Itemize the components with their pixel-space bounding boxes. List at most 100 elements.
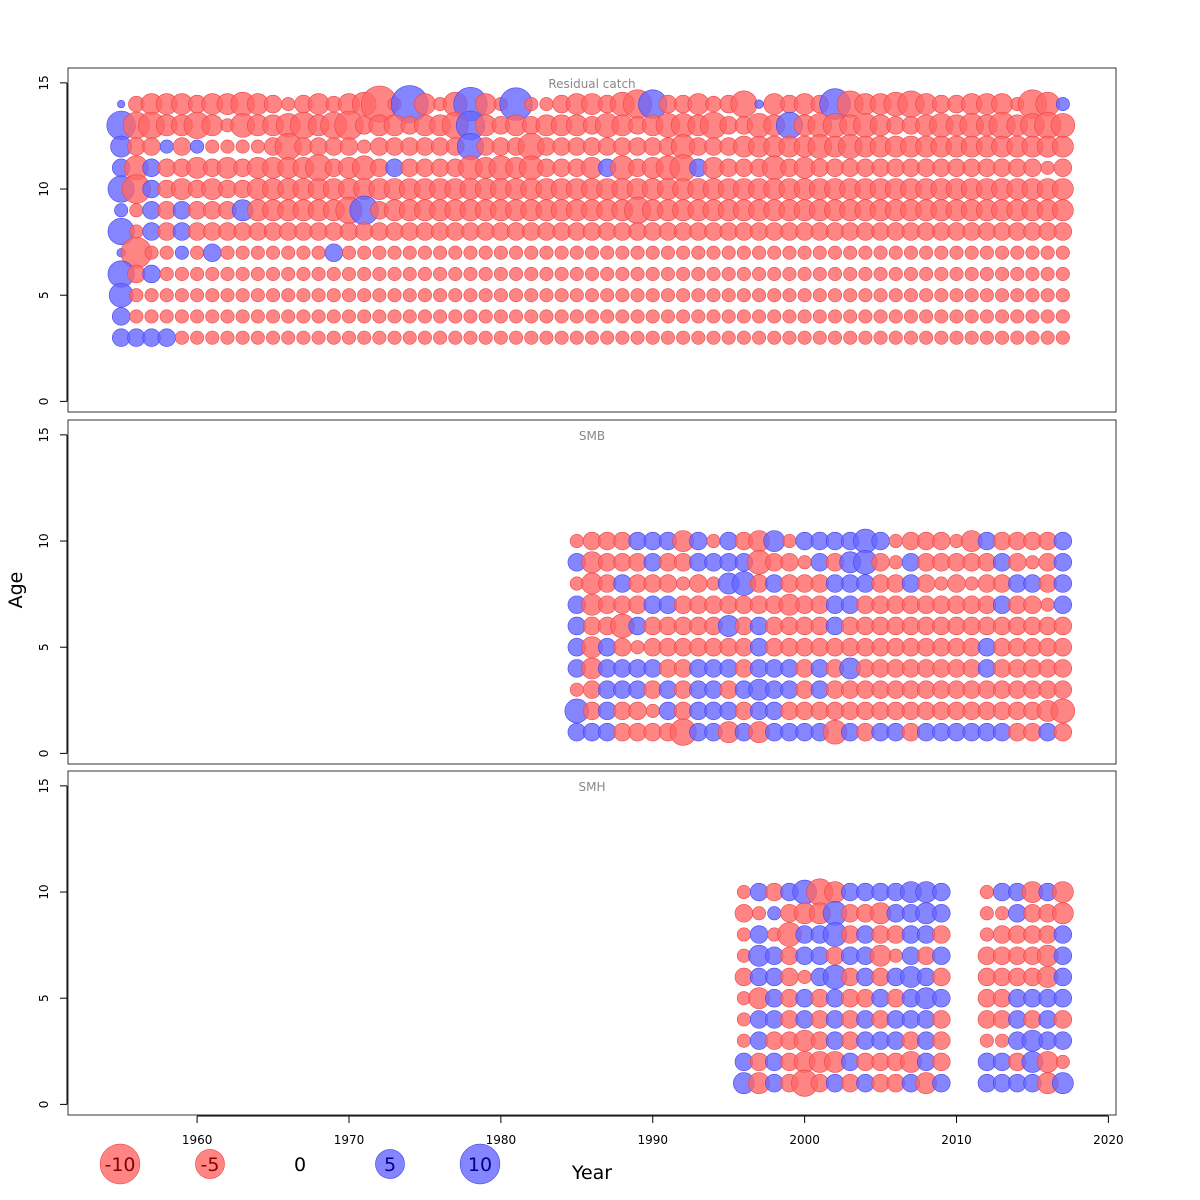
bubble	[1040, 330, 1055, 345]
bubble	[205, 309, 220, 324]
bubble	[190, 330, 205, 345]
bubble	[706, 309, 721, 324]
bubble	[493, 266, 508, 281]
bubble	[281, 288, 296, 303]
bubble	[220, 139, 235, 154]
bubble	[858, 266, 873, 281]
bubble	[873, 330, 888, 345]
bubble	[706, 288, 721, 303]
bubble	[600, 330, 615, 345]
panel: Residual catch 0 5 10 15	[37, 67, 1117, 413]
bubble	[843, 288, 858, 303]
bubble	[250, 309, 265, 324]
bubble	[797, 555, 812, 570]
bubble	[190, 309, 205, 324]
bubble	[524, 330, 539, 345]
bubble	[1010, 245, 1025, 260]
bubble	[1055, 266, 1070, 281]
bubble	[220, 309, 235, 324]
y-tick-label: 0	[37, 398, 51, 406]
bubble	[995, 330, 1010, 345]
bubble	[493, 288, 508, 303]
bubble	[645, 309, 660, 324]
bubble	[324, 243, 343, 262]
bubble	[782, 534, 797, 549]
bubble	[949, 245, 964, 260]
bubble	[1055, 245, 1070, 260]
bubble	[730, 90, 758, 118]
bubble	[1008, 553, 1027, 572]
bubble	[1051, 881, 1074, 903]
bubble	[600, 245, 615, 260]
bubble	[1053, 1010, 1073, 1029]
bubble	[736, 927, 751, 942]
bubble	[767, 245, 782, 260]
bubble	[691, 266, 706, 281]
bubble	[676, 576, 691, 591]
bubble	[888, 948, 903, 963]
bubble	[142, 137, 161, 156]
bubble	[1053, 638, 1073, 657]
bubble	[630, 245, 645, 260]
bubble	[1010, 309, 1025, 324]
bubble	[463, 245, 478, 260]
bubble	[357, 266, 372, 281]
bubble	[387, 309, 402, 324]
bubble	[706, 266, 721, 281]
bubble	[220, 245, 235, 260]
bubble	[752, 266, 767, 281]
bubble	[676, 288, 691, 303]
bubble	[433, 330, 448, 345]
bubble	[645, 703, 660, 718]
bubble	[190, 245, 205, 260]
bubble	[387, 288, 402, 303]
bubble	[630, 330, 645, 345]
bubble	[493, 330, 508, 345]
panel-frame	[67, 770, 1117, 1116]
bubble	[736, 330, 751, 345]
bubble	[689, 574, 708, 593]
bubble	[828, 288, 842, 303]
bubble	[326, 266, 341, 281]
bubble	[266, 288, 281, 303]
bubble	[752, 330, 767, 345]
bubble	[448, 330, 463, 345]
bubble	[615, 288, 630, 303]
bubble	[493, 309, 508, 324]
bubble	[763, 530, 786, 552]
bubble	[554, 309, 569, 324]
bubble	[979, 1033, 994, 1048]
bubble	[281, 330, 296, 345]
bubble	[357, 309, 372, 324]
x-axis: 1960 1970 1980 1990 2000 2010 2020	[182, 1115, 1124, 1147]
bubble	[493, 245, 508, 260]
bubble	[387, 330, 402, 345]
bubble	[1010, 330, 1025, 345]
bubble	[174, 309, 189, 324]
bubble	[281, 97, 296, 112]
y-tick-label: 15	[37, 75, 51, 90]
bubble	[524, 288, 539, 303]
x-tick-label: 2020	[1093, 1133, 1124, 1147]
bubble	[812, 266, 827, 281]
legend-bubble	[195, 1149, 225, 1179]
bubble	[873, 288, 888, 303]
bubble	[463, 288, 478, 303]
bubble	[600, 288, 615, 303]
y-axis-title: Age	[5, 572, 27, 609]
bubble	[932, 967, 951, 987]
bubble	[660, 330, 675, 345]
bubble	[630, 309, 645, 324]
bubble	[932, 882, 951, 902]
bubble	[600, 266, 615, 281]
bubble	[736, 266, 751, 281]
bubble	[797, 245, 812, 260]
bubble	[676, 309, 691, 324]
bubble	[858, 288, 873, 303]
y-tick-label: 15	[37, 427, 51, 442]
x-tick-label: 1980	[486, 1133, 517, 1147]
bubble	[797, 330, 812, 345]
bubble	[174, 288, 189, 303]
bubble	[660, 266, 675, 281]
bubble	[676, 266, 691, 281]
